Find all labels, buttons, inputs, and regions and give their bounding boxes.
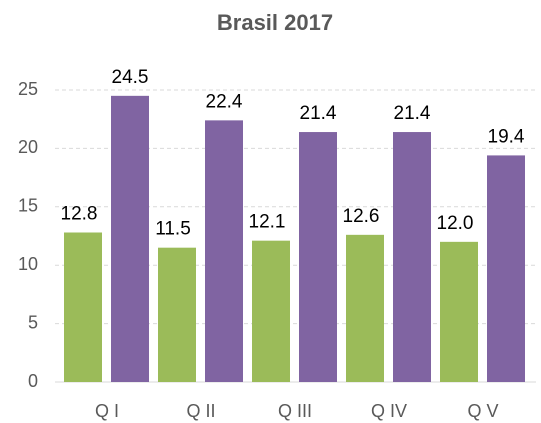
data-label: 24.5 [112,67,149,88]
data-label: 12.0 [437,213,474,234]
y-tick-label: 10 [18,254,38,274]
data-label: 11.5 [155,219,191,240]
data-label: 21.4 [300,103,337,124]
y-tick-label: 20 [18,137,38,157]
x-tick-label: Q III [278,401,312,421]
data-label: 19.4 [488,126,525,147]
x-tick-label: Q IV [371,401,407,421]
data-label: 22.4 [206,91,243,112]
data-label: 12.1 [249,212,286,233]
y-tick-label: 25 [18,79,38,99]
bar [252,240,290,382]
chart-title: Brasil 2017 [217,10,333,35]
bar [346,234,384,382]
x-tick-label: Q V [467,401,498,421]
x-tick-label: Q I [95,401,119,421]
bar [111,95,149,382]
bar [64,232,102,382]
data-label: 21.4 [394,103,431,124]
bar [487,155,525,382]
y-tick-label: 15 [18,196,38,216]
data-label: 12.6 [343,206,380,227]
y-tick-label: 0 [28,371,38,391]
bar [205,120,243,383]
x-tick-label: Q II [186,401,215,421]
bar [440,241,478,382]
data-label: 12.8 [61,204,98,225]
bar [299,132,337,382]
y-tick-label: 5 [28,312,38,332]
bar [158,247,196,382]
bar [393,132,431,382]
